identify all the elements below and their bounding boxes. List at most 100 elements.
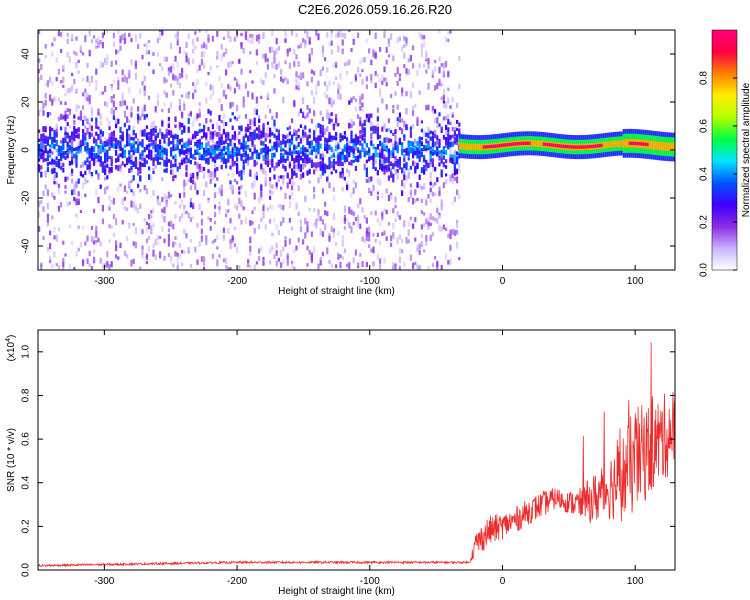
heatmap-cell [478, 143, 481, 151]
heatmap-cell [187, 117, 190, 124]
heatmap-cell [644, 142, 647, 146]
heatmap-cell [187, 178, 190, 182]
heatmap-cell [321, 132, 324, 138]
heatmap-cell [628, 141, 631, 145]
heatmap-cell [209, 131, 212, 135]
heatmap-cell [361, 102, 364, 108]
heatmap-cell [299, 76, 302, 81]
heatmap-cell [161, 145, 164, 150]
heatmap-cell [82, 133, 85, 139]
heatmap-cell [429, 150, 432, 156]
heatmap-cell [216, 259, 219, 267]
heatmap-cell [464, 143, 467, 150]
heatmap-cell [372, 143, 375, 150]
heatmap-cell [374, 129, 377, 134]
heatmap-cell [209, 178, 212, 184]
heatmap-cell [560, 144, 563, 148]
heatmap-cell [99, 150, 102, 155]
heatmap-cell [412, 151, 415, 157]
heatmap-cell [99, 184, 102, 189]
heatmap-cell [183, 149, 186, 154]
heatmap-cell [282, 204, 285, 211]
heatmap-cell [306, 136, 309, 143]
heatmap-cell [53, 144, 56, 150]
heatmap-cell [405, 175, 408, 182]
heatmap-cell [161, 149, 164, 153]
heatmap-cell [99, 129, 102, 135]
heatmap-cell [106, 30, 109, 34]
heatmap-cell [93, 161, 96, 166]
heatmap-cell [108, 167, 111, 173]
heatmap-cell [396, 172, 399, 180]
heatmap-cell [46, 222, 49, 227]
heatmap-cell [431, 70, 434, 77]
heatmap-cell [141, 150, 144, 157]
heatmap-cell [269, 177, 272, 182]
heatmap-cell [150, 122, 153, 126]
heatmap-cell [203, 266, 206, 270]
heatmap-cell [379, 258, 382, 265]
heatmap-cell [139, 154, 142, 160]
heatmap-cell [387, 159, 390, 164]
heatmap-cell [456, 220, 459, 224]
heatmap-cell [288, 143, 291, 148]
heatmap-cell [440, 157, 443, 161]
heatmap-cell [99, 139, 102, 145]
heatmap-cell [403, 135, 406, 141]
heatmap-cell [126, 133, 129, 138]
heatmap-cell [357, 215, 360, 222]
heatmap-cell [328, 97, 331, 105]
heatmap-cell [225, 158, 228, 165]
heatmap-cell [222, 113, 225, 119]
heatmap-cell [172, 223, 175, 230]
heatmap-cell [420, 198, 423, 203]
heatmap-cell [275, 142, 278, 147]
heatmap-cell [590, 144, 593, 149]
heatmap-cell [176, 261, 179, 266]
heatmap-cell [90, 132, 93, 137]
heatmap-cell [141, 107, 144, 115]
heatmap-cell [42, 155, 45, 160]
heatmap-cell [143, 154, 146, 160]
heatmap-cell [64, 190, 67, 194]
heatmap-cell [295, 173, 298, 178]
heatmap-cell [436, 153, 439, 157]
heatmap-cell [385, 77, 388, 82]
heatmap-cell [451, 114, 454, 118]
heatmap-cell [251, 210, 254, 215]
heatmap-cell [341, 151, 344, 155]
heatmap-cell [119, 101, 122, 107]
heatmap-cell [200, 144, 203, 150]
heatmap-cell [317, 123, 320, 128]
heatmap-cell [73, 120, 76, 125]
heatmap-cell [99, 61, 102, 69]
heatmap-cell [564, 144, 567, 149]
heatmap-cell [405, 236, 408, 244]
heatmap-cell [379, 263, 382, 270]
heatmap-cell [187, 126, 190, 130]
heatmap-cell [412, 223, 415, 230]
heatmap-cell [453, 176, 456, 181]
heatmap-cell [330, 138, 333, 142]
heatmap-cell [244, 145, 247, 150]
heatmap-cell [44, 92, 47, 99]
heatmap-cell [104, 145, 107, 150]
heatmap-cell [379, 160, 382, 166]
heatmap-cell [554, 143, 557, 148]
heatmap-cell [216, 234, 219, 241]
heatmap-cell [132, 98, 135, 104]
heatmap-cell [376, 253, 379, 260]
heatmap-cell [148, 39, 151, 43]
heatmap-cell [293, 150, 296, 155]
heatmap-cell [216, 132, 219, 137]
heatmap-cell [271, 132, 274, 136]
heatmap-cell [398, 247, 401, 255]
heatmap-cell [233, 243, 236, 247]
heatmap-cell [84, 93, 87, 101]
heatmap-cell [77, 191, 80, 197]
heatmap-cell [198, 108, 201, 114]
heatmap-cell [392, 173, 395, 179]
heatmap-cell [266, 58, 269, 62]
heatmap-cell [117, 30, 120, 35]
heatmap-cell [350, 192, 353, 198]
